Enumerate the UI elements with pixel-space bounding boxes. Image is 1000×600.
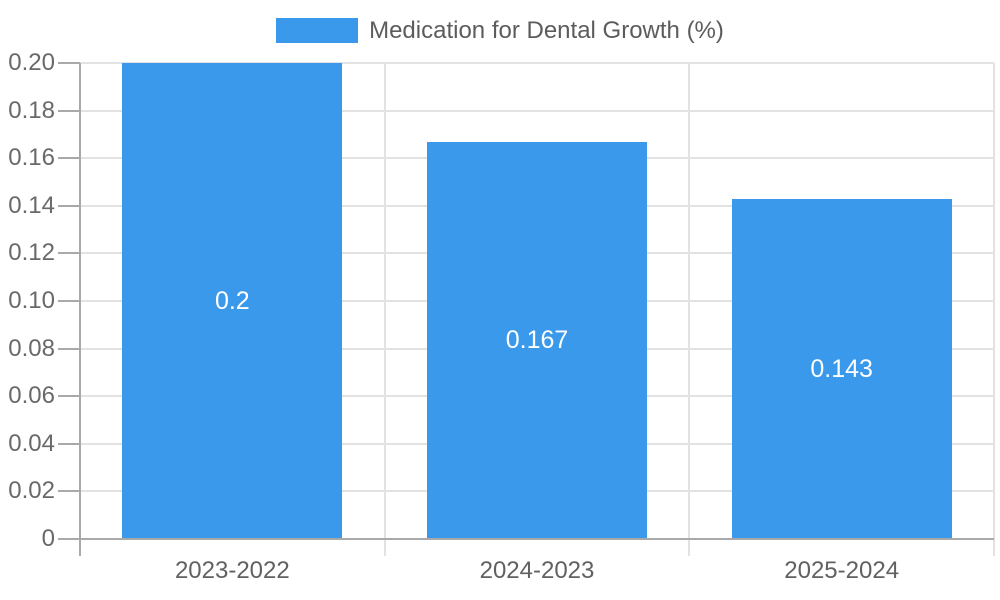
y-tick-mark	[58, 347, 80, 350]
y-tick-label: 0.14	[8, 191, 55, 219]
y-tick-label: 0	[41, 525, 55, 552]
bar-value-label: 0.143	[810, 354, 873, 383]
y-tick-label: 0.20	[8, 49, 55, 76]
y-tick-mark	[58, 538, 80, 540]
x-tick-label: 2025-2024	[784, 557, 900, 584]
legend-swatch	[276, 18, 359, 43]
y-tick-label: 0.10	[8, 287, 55, 314]
y-tick-mark	[58, 204, 80, 207]
y-tick-mark	[58, 300, 80, 302]
gridline-vertical	[993, 63, 995, 556]
y-tick-mark	[58, 490, 80, 493]
y-tick-label: 0.06	[8, 382, 55, 410]
legend[interactable]: Medication for Dental Growth (%)	[0, 18, 1000, 43]
gridline-horizontal	[80, 62, 994, 64]
x-axis-line	[79, 538, 994, 540]
y-tick-label: 0.04	[8, 429, 55, 457]
bar[interactable]	[427, 141, 647, 539]
y-axis-line	[79, 63, 81, 556]
y-tick-label: 0.18	[8, 96, 55, 124]
y-tick-mark	[58, 109, 80, 112]
y-tick-label: 0.02	[8, 477, 55, 505]
bar-value-label: 0.2	[214, 287, 250, 315]
x-tick-label: 2023-2022	[174, 557, 290, 584]
gridline-vertical	[688, 63, 691, 556]
y-tick-label: 0.08	[8, 334, 55, 362]
bar[interactable]	[122, 63, 343, 539]
bar[interactable]	[731, 198, 952, 539]
y-tick-mark	[58, 395, 80, 398]
y-tick-label: 0.12	[8, 239, 55, 267]
y-tick-mark	[58, 157, 80, 160]
legend-label: Medication for Dental Growth (%)	[369, 17, 724, 44]
y-tick-mark	[58, 252, 80, 255]
y-tick-mark	[58, 62, 80, 64]
y-tick-label: 0.16	[8, 144, 55, 172]
y-tick-mark	[58, 442, 80, 445]
x-tick-label: 2024-2023	[479, 557, 595, 584]
bar-value-label: 0.167	[505, 326, 569, 355]
gridline-vertical	[383, 63, 386, 556]
gridline-horizontal	[80, 109, 994, 112]
